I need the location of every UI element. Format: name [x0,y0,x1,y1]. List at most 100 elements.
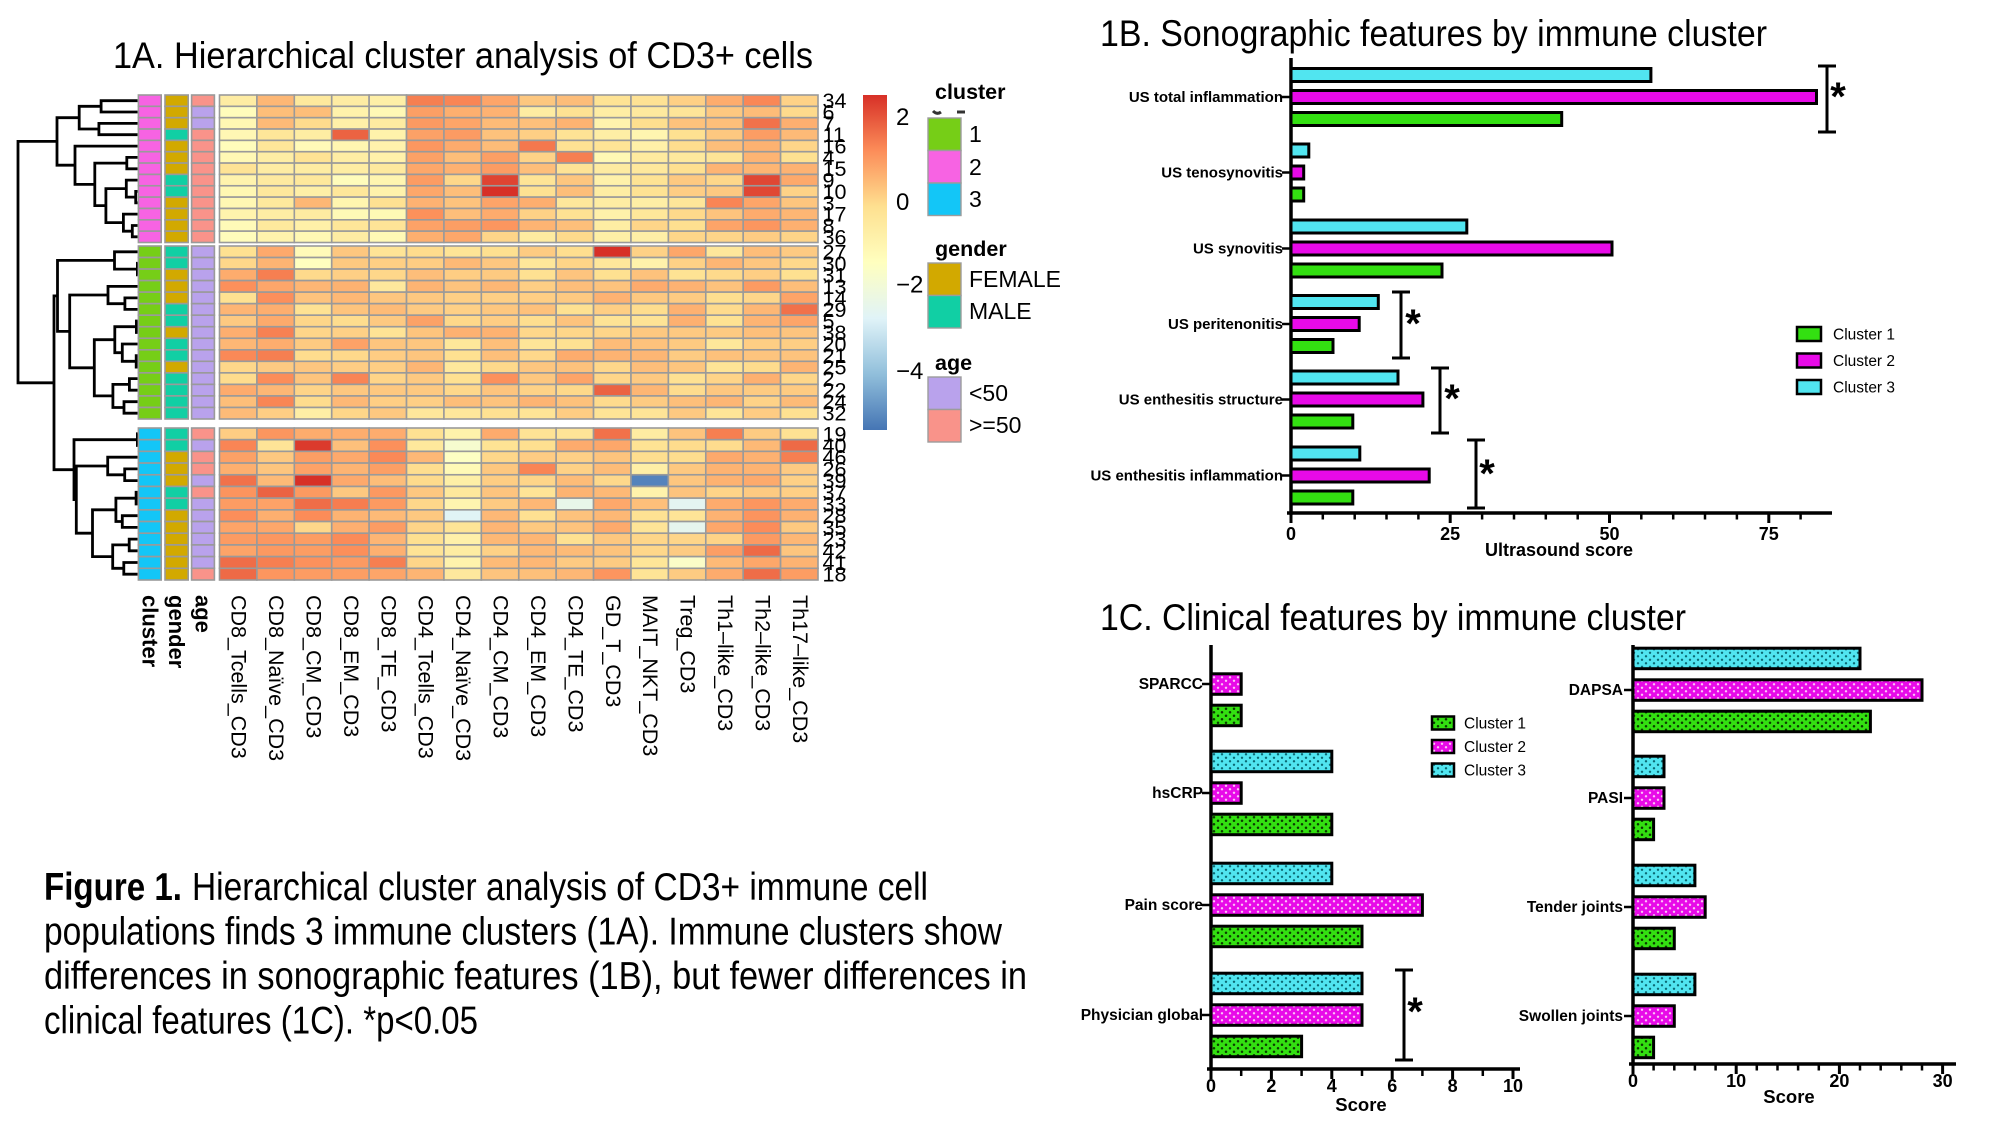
svg-text:18: 18 [823,563,847,587]
svg-text:13: 13 [823,275,847,299]
svg-text:gender: gender [164,595,189,669]
svg-text:29: 29 [823,298,847,322]
svg-text:2: 2 [1266,1076,1276,1096]
svg-text:Physician global: Physician global [1081,1007,1203,1024]
svg-text:8: 8 [823,214,835,238]
svg-text:Score: Score [1763,1086,1814,1107]
svg-text:cluster: cluster [138,595,163,668]
svg-text:5: 5 [823,310,835,334]
svg-text:2: 2 [896,104,909,131]
svg-text:0: 0 [1286,524,1296,544]
svg-text:Th1–like_CD3: Th1–like_CD3 [713,595,737,731]
svg-text:Cluster 2: Cluster 2 [1833,353,1895,370]
svg-text:SPARCC: SPARCC [1139,676,1203,693]
svg-text:*: * [1405,302,1421,346]
svg-text:Th2–like_CD3: Th2–like_CD3 [750,595,774,731]
svg-text:CD4_TE_CD3: CD4_TE_CD3 [563,595,587,732]
svg-text:US enthesitis inflammation: US enthesitis inflammation [1090,468,1283,485]
svg-text:33: 33 [823,493,847,517]
svg-text:11: 11 [823,123,845,147]
svg-text:1A. Hierarchical cluster analy: 1A. Hierarchical cluster analysis of CD3… [113,35,813,76]
svg-text:US synovitis: US synovitis [1193,241,1283,258]
svg-text:populations finds 3 immune clu: populations finds 3 immune clusters (1A)… [44,911,1002,954]
svg-text:24: 24 [823,390,847,414]
svg-text:Ultrasound score: Ultrasound score [1485,540,1633,560]
svg-text:4: 4 [1327,1076,1337,1096]
svg-text:17: 17 [823,203,847,227]
svg-text:Treg_CD3: Treg_CD3 [676,595,700,693]
svg-text:46: 46 [823,446,847,470]
svg-text:16: 16 [823,135,847,159]
svg-text:15: 15 [823,157,847,181]
svg-text:25: 25 [823,356,847,380]
svg-text:hsCRP: hsCRP [1152,785,1203,802]
svg-text:FEMALE: FEMALE [969,266,1061,292]
svg-text:40: 40 [823,434,847,458]
svg-text:*: * [1407,990,1423,1034]
svg-text:4: 4 [823,146,835,170]
svg-text:6: 6 [1387,1076,1397,1096]
svg-text:age: age [935,351,972,375]
svg-text:GD_T_CD3: GD_T_CD3 [601,595,625,707]
svg-text:−2: −2 [896,272,923,299]
svg-text:32: 32 [823,402,847,426]
svg-text:26: 26 [823,457,847,481]
svg-text:age: age [191,595,216,633]
svg-text:Score: Score [1335,1094,1386,1115]
svg-text:25: 25 [1440,524,1460,544]
svg-text:37: 37 [823,481,847,505]
svg-text:0: 0 [1206,1076,1216,1096]
svg-text:MAIT_NKT_CD3: MAIT_NKT_CD3 [638,595,662,756]
svg-text:20: 20 [823,333,847,357]
svg-text:1C. Clinical features by immun: 1C. Clinical features by immune cluster [1100,597,1686,638]
svg-text:CD8_CM_CD3: CD8_CM_CD3 [302,595,326,738]
svg-text:0: 0 [1628,1071,1638,1091]
svg-text:0: 0 [896,189,909,216]
svg-text:23: 23 [823,528,847,552]
svg-text:8: 8 [1448,1076,1458,1096]
svg-text:3: 3 [823,191,835,215]
svg-text:CD4_EM_CD3: CD4_EM_CD3 [526,595,550,737]
svg-text:10: 10 [823,180,847,204]
svg-text:1B. Sonographic features by im: 1B. Sonographic features by immune clust… [1100,13,1767,54]
svg-text:differences in sonographic fea: differences in sonographic features (1B)… [44,955,1027,998]
svg-text:50: 50 [1599,524,1619,544]
svg-text:CD8_EM_CD3: CD8_EM_CD3 [339,595,363,737]
svg-text:cluster: cluster [935,80,1006,104]
svg-text:US total inflammation: US total inflammation [1129,89,1283,106]
svg-text:27: 27 [823,240,847,264]
svg-text:CD8_Naïve_CD3: CD8_Naïve_CD3 [264,595,288,761]
svg-text:Cluster 3: Cluster 3 [1464,763,1526,780]
svg-text:Pain score: Pain score [1125,897,1204,914]
svg-text:3: 3 [969,186,982,212]
svg-text:gender: gender [935,237,1007,261]
svg-text:2: 2 [969,154,982,180]
svg-text:2: 2 [823,367,835,391]
svg-text:−4: −4 [896,358,923,385]
svg-text:41: 41 [823,551,847,575]
svg-text:28: 28 [823,504,847,528]
svg-text:30: 30 [1933,1071,1953,1091]
svg-text:10: 10 [1503,1076,1523,1096]
svg-text:CD4_CM_CD3: CD4_CM_CD3 [489,595,513,738]
svg-text:US enthesitis structure: US enthesitis structure [1119,392,1283,409]
svg-text:US peritenonitis: US peritenonitis [1168,316,1283,333]
svg-text:39: 39 [823,469,847,493]
svg-text:Tender joints: Tender joints [1527,899,1623,916]
svg-text:19: 19 [823,422,847,446]
svg-text:CD8_Tcells_CD3: CD8_Tcells_CD3 [227,595,251,759]
svg-text:75: 75 [1759,524,1779,544]
svg-text:21: 21 [823,344,847,368]
svg-text:36: 36 [823,225,847,249]
svg-text:Th17–like_CD3: Th17–like_CD3 [788,595,812,743]
svg-text:35: 35 [823,516,847,540]
svg-text:MALE: MALE [969,298,1032,324]
svg-text:31: 31 [823,263,847,287]
svg-text:6: 6 [823,101,835,125]
svg-text:Swollen joints: Swollen joints [1519,1008,1623,1025]
svg-text:>=50: >=50 [969,412,1021,438]
svg-text:*: * [1444,377,1460,421]
svg-text:CD8_TE_CD3: CD8_TE_CD3 [376,595,400,732]
svg-text:*: * [1830,75,1846,119]
svg-text:10: 10 [1726,1071,1746,1091]
